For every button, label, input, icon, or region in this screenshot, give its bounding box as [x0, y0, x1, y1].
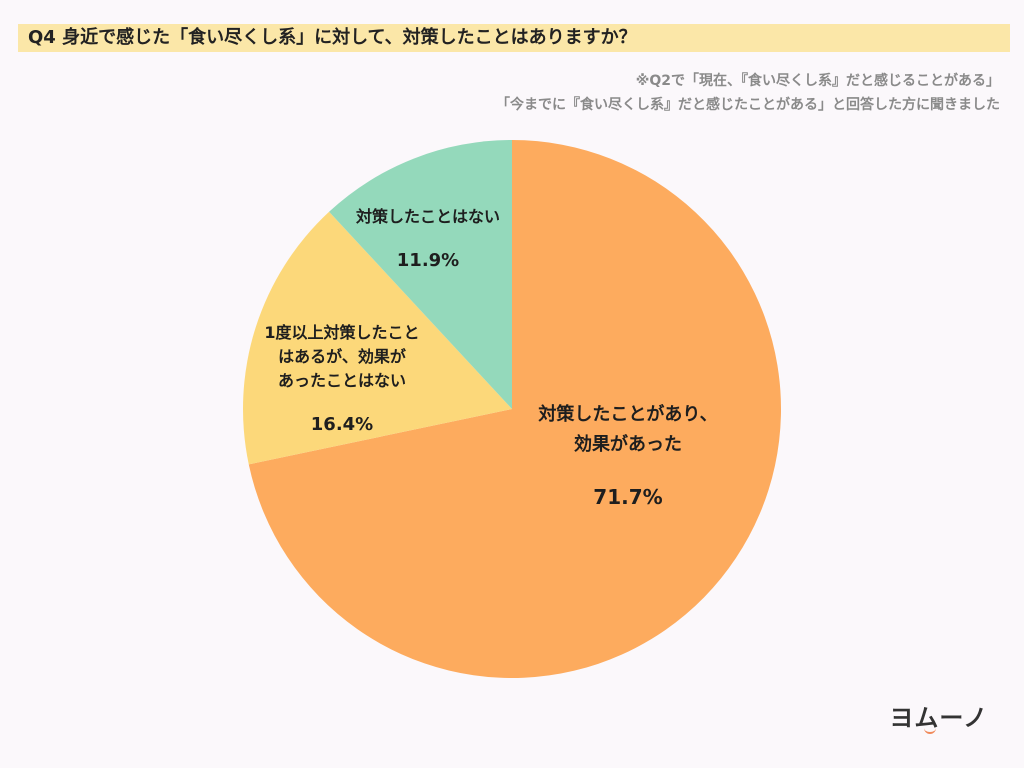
slice-percent-label: 11.9% [397, 250, 459, 271]
page-title: Q4 身近で感じた「食い尽くし系」に対して、対策したことはありますか？ [28, 27, 637, 48]
slice-category-text: 1度以上対策したこと [264, 323, 419, 342]
brand-logo-text: ヨムーノ [889, 704, 988, 732]
title-band [18, 24, 1010, 52]
survey-note-line1: ※Q2で「現在、『食い尽くし系』だと感じることがある」 [635, 73, 1000, 89]
slice-label-3: 対策したことはない 11.9% [355, 207, 500, 271]
slice-category-text: 対策したことはない [355, 207, 500, 226]
slice-category-text: あったことはない [278, 371, 406, 390]
slice-category-text: 効果があった [574, 433, 682, 455]
slice-percent-label: 16.4% [311, 414, 373, 435]
brand-logo: ヨムーノ [889, 700, 988, 736]
pie-slice-1 [248, 140, 781, 678]
slice-category-text: 対策したことがあり、 [537, 403, 717, 425]
logo-smile-mark [924, 726, 937, 734]
slice-category-text: はあるが、効果が [278, 347, 406, 366]
slice-percent-label: 71.7% [593, 485, 662, 509]
pie-slice-2 [243, 211, 512, 465]
slice-label-1: 対策したことがあり、効果があった 71.7% [537, 403, 717, 509]
survey-note-line2: 「今までに『食い尽くし系』だと感じたことがある」と回答した方に聞きました [496, 97, 1000, 113]
pie-slice-3 [329, 140, 512, 409]
